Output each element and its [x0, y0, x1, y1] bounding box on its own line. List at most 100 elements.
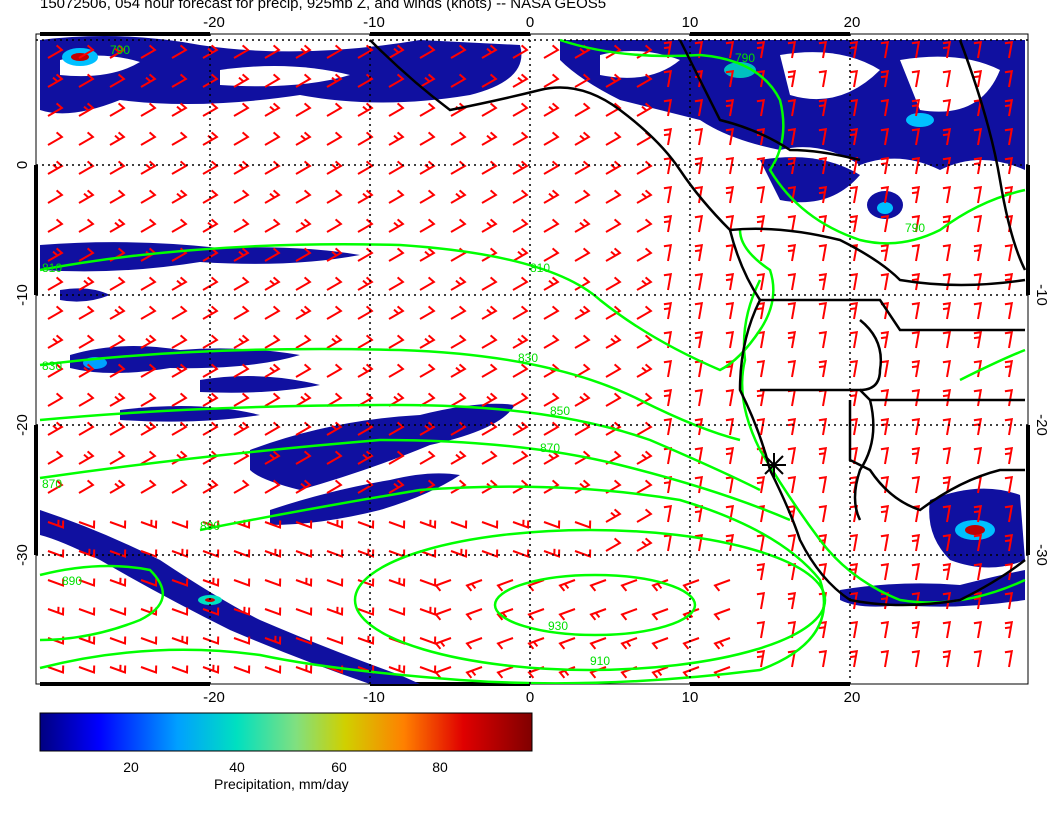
- wind-barb: [694, 301, 704, 320]
- wind-barb: [880, 69, 890, 88]
- wind-barb: [109, 189, 126, 204]
- wind-barb: [911, 40, 921, 59]
- wind-barb: [171, 160, 188, 175]
- wind-barb: [787, 330, 797, 349]
- wind-barb: [357, 160, 374, 175]
- wind-barb: [78, 305, 95, 320]
- precip-colorbar: [39, 712, 533, 752]
- wind-barb: [140, 519, 158, 529]
- wind-barb: [295, 218, 312, 233]
- wind-barb: [434, 608, 452, 621]
- wind-barb: [605, 44, 622, 59]
- wind-barb: [47, 606, 65, 616]
- wind-barb: [171, 548, 189, 558]
- wind-barb: [78, 607, 96, 616]
- wind-barb: [295, 421, 312, 436]
- wind-barb: [419, 102, 436, 117]
- wind-barb: [140, 578, 158, 587]
- wind-barb: [663, 272, 673, 291]
- wind-barb: [725, 243, 735, 262]
- lat-tick-left: -10: [14, 284, 31, 306]
- wind-barb: [818, 127, 828, 146]
- lat-tick-left: -20: [14, 414, 31, 436]
- wind-barb: [756, 475, 766, 494]
- wind-barb: [725, 417, 735, 436]
- wind-barb: [756, 185, 766, 204]
- wind-barb: [880, 446, 890, 465]
- wind-barb: [663, 359, 673, 378]
- asterisk-marker: [762, 453, 786, 477]
- wind-barb: [527, 608, 545, 621]
- wind-barb: [713, 637, 731, 650]
- wind-barb: [942, 591, 952, 610]
- wind-barb: [942, 69, 952, 88]
- lon-tick-top: -10: [363, 14, 385, 31]
- wind-barb: [140, 479, 157, 494]
- wind-barb: [496, 608, 514, 621]
- wind-barb: [78, 635, 96, 645]
- wind-barb: [849, 620, 859, 639]
- wind-barb: [543, 131, 560, 146]
- wind-barb: [264, 363, 281, 378]
- wind-barb: [512, 392, 529, 407]
- wind-barb: [849, 214, 859, 233]
- contour-label: 810: [530, 261, 550, 275]
- wind-barb: [264, 421, 281, 436]
- wind-barb: [47, 363, 64, 378]
- wind-barb: [326, 549, 344, 558]
- wind-barb: [109, 305, 126, 320]
- wind-barb: [450, 73, 467, 88]
- lon-tick-top: 10: [682, 14, 699, 31]
- wind-barb: [295, 664, 313, 674]
- wind-barb: [481, 305, 498, 320]
- wind-barb: [880, 156, 890, 175]
- wind-barb: [140, 665, 158, 674]
- wind-barb: [605, 73, 622, 88]
- wind-barb: [1004, 127, 1014, 146]
- wind-barb: [78, 131, 95, 146]
- wind-barb: [450, 189, 467, 204]
- wind-barb: [171, 479, 188, 494]
- lon-tick-bottom: -10: [363, 689, 385, 706]
- wind-barb: [911, 417, 921, 436]
- wind-barb: [264, 520, 282, 529]
- wind-barb: [388, 218, 405, 233]
- wind-barb: [787, 40, 797, 59]
- wind-barb: [694, 214, 704, 233]
- wind-barb: [47, 305, 64, 320]
- wind-barb: [1004, 359, 1014, 378]
- wind-barb: [756, 359, 766, 378]
- wind-barb: [171, 73, 188, 88]
- wind-barb: [818, 185, 828, 204]
- wind-barb: [47, 450, 64, 465]
- wind-barb: [264, 44, 281, 59]
- wind-barb: [140, 44, 157, 59]
- wind-barb: [787, 620, 797, 639]
- wind-barb: [849, 591, 859, 610]
- wind-barb: [202, 73, 219, 88]
- wind-barb: [47, 421, 64, 436]
- wind-barb: [620, 608, 638, 621]
- wind-barb: [849, 649, 859, 668]
- wind-barb: [663, 417, 673, 436]
- precip-field: [40, 36, 1025, 684]
- wind-barb: [973, 301, 983, 320]
- wind-barb: [465, 608, 483, 621]
- wind-barb: [787, 243, 797, 262]
- wind-barb: [233, 606, 251, 616]
- wind-barb: [140, 450, 157, 465]
- wind-barb: [787, 69, 797, 88]
- wind-barb: [756, 649, 766, 668]
- wind-barb: [233, 549, 251, 558]
- wind-barb: [849, 446, 859, 465]
- wind-barb: [973, 330, 983, 349]
- wind-barb: [78, 334, 95, 349]
- wind-barb: [47, 392, 64, 407]
- wind-barb: [756, 620, 766, 639]
- wind-barb: [419, 421, 436, 436]
- wind-barb: [663, 127, 673, 146]
- wind-barb: [636, 537, 653, 552]
- wind-barb: [636, 247, 653, 262]
- wind-barb: [326, 44, 343, 59]
- wind-barb: [388, 392, 405, 407]
